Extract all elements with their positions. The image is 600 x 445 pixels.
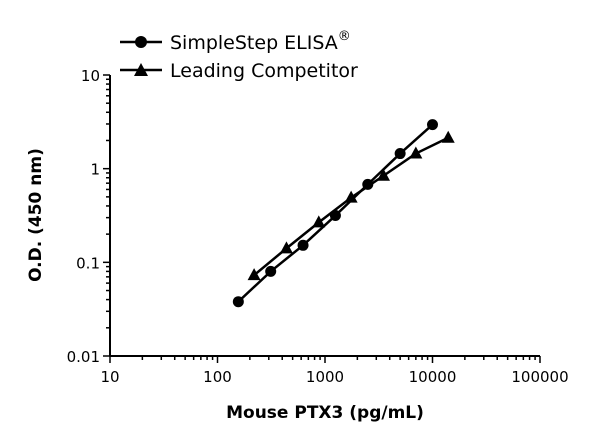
axes: 10 100 1000 10000 100000 0.01 0.1 1 10 (67, 67, 569, 386)
data-point-triangle (441, 130, 455, 143)
data-point-triangle (312, 215, 326, 228)
x-tick-label: 100000 (511, 368, 568, 386)
y-tick-label: 1 (90, 161, 100, 179)
data-point-circle (394, 148, 406, 160)
data-point-triangle (247, 268, 261, 281)
legend-marker-circle (135, 36, 147, 48)
y-tick-label: 10 (81, 67, 100, 85)
x-tick-label: 10000 (409, 368, 457, 386)
data-point-triangle (409, 146, 423, 159)
data-point-circle (297, 239, 309, 251)
legend-label-simplestep: SimpleStep ELISA® (170, 29, 351, 54)
x-tick-label: 1000 (306, 368, 344, 386)
legend-marker-triangle (134, 63, 148, 76)
data-point-triangle (376, 168, 390, 181)
x-axis-label: Mouse PTX3 (pg/mL) (226, 403, 424, 423)
legend: SimpleStep ELISA® Leading Competitor (120, 29, 358, 82)
plot-area (232, 119, 455, 308)
y-tick-label: 0.1 (76, 254, 100, 272)
y-axis-label: O.D. (450 nm) (26, 148, 46, 282)
y-tick-label: 0.01 (67, 348, 100, 366)
x-tick-label: 100 (203, 368, 232, 386)
data-point-triangle (279, 241, 293, 254)
data-point-circle (427, 119, 438, 131)
legend-label-competitor: Leading Competitor (170, 60, 358, 82)
x-tick-label: 10 (100, 368, 119, 386)
data-point-circle (232, 296, 244, 308)
data-point-triangle (344, 190, 358, 203)
data-point-circle (265, 265, 277, 277)
